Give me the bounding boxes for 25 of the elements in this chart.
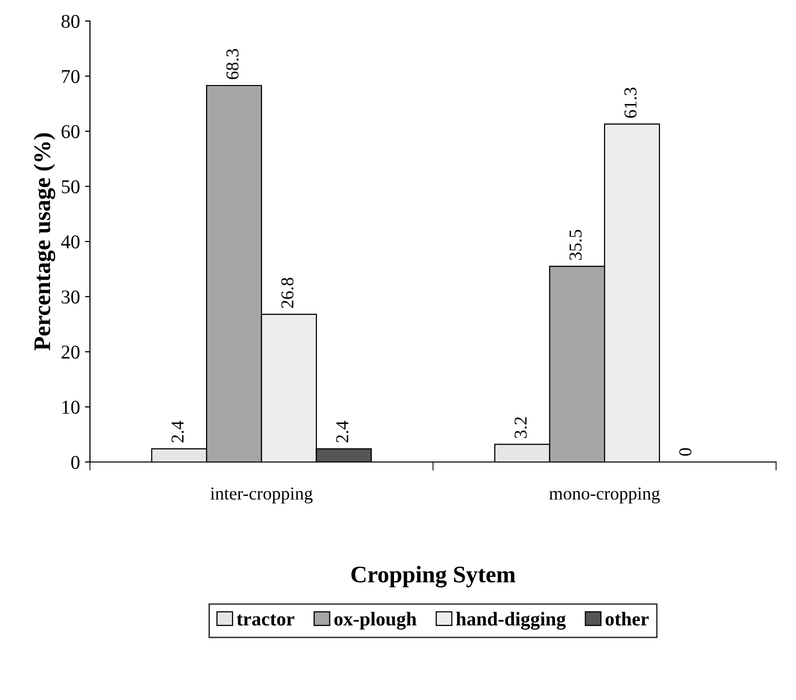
x-tick-label: inter-cropping bbox=[210, 488, 313, 504]
legend-label: ox-plough bbox=[334, 612, 417, 630]
data-label: 35.5 bbox=[570, 230, 582, 260]
legend-label: other bbox=[606, 612, 649, 626]
y-tick-label: 60 bbox=[62, 125, 80, 138]
legend-label: tractor bbox=[236, 614, 294, 626]
data-label: 0 bbox=[679, 448, 692, 456]
legend-label: hand-digging bbox=[456, 612, 566, 630]
y-tick-label: 70 bbox=[62, 70, 80, 84]
data-label: 61.3 bbox=[624, 88, 637, 118]
y-tick-label: 40 bbox=[61, 235, 80, 248]
y-tick-label: 10 bbox=[62, 400, 80, 414]
y-axis-title: Percentage usage (%) bbox=[34, 133, 56, 350]
y-tick-label: 30 bbox=[62, 290, 80, 304]
x-axis-title: Cropping Sytem bbox=[351, 566, 516, 588]
y-tick-label: 20 bbox=[62, 346, 80, 359]
data-label: 3.2 bbox=[514, 417, 527, 438]
data-label: 2.4 bbox=[172, 420, 184, 442]
data-label: 68.3 bbox=[226, 49, 239, 80]
y-tick-label: 80 bbox=[62, 14, 80, 28]
data-label: 26.8 bbox=[281, 278, 294, 308]
y-tick-label: 0 bbox=[71, 456, 80, 469]
data-label: 2.4 bbox=[336, 420, 348, 442]
x-tick-label: mono-cropping bbox=[549, 488, 660, 504]
y-tick-label: 50 bbox=[62, 180, 80, 194]
